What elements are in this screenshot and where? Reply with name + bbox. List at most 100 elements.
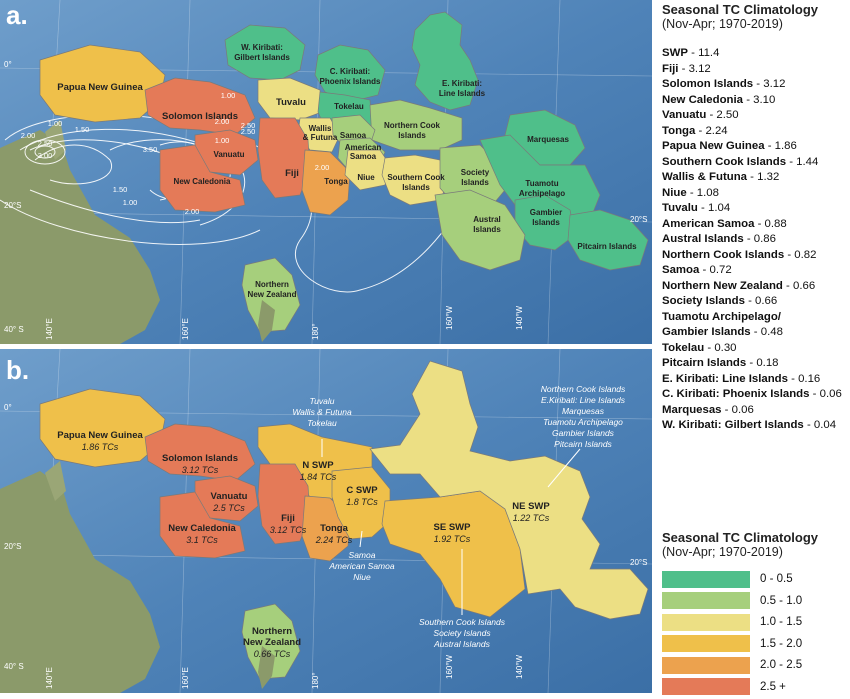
label-nnz-sub: New Zealand bbox=[248, 290, 297, 299]
grid-label-20s-west: 20°S bbox=[4, 201, 21, 210]
region-ckiribati[interactable] bbox=[314, 44, 386, 103]
legend-bin: 0 - 0.5 bbox=[662, 570, 850, 588]
legend-bin-label: 2.0 - 2.5 bbox=[760, 659, 803, 671]
climatology-item-name: Austral Islands bbox=[662, 233, 744, 245]
value-seswp: 1.92 TCs bbox=[434, 534, 471, 544]
climatology-item-name: Tuvalu bbox=[662, 202, 698, 214]
climatology-item: Papua New Guinea - 1.86 bbox=[662, 139, 850, 155]
label-solomon: Solomon Islands bbox=[162, 453, 238, 464]
climatology-item: American Samoa - 0.88 bbox=[662, 217, 850, 233]
climatology-subtitle: (Nov-Apr; 1970-2019) bbox=[662, 17, 783, 31]
value-nnz: 0.66 TCs bbox=[254, 649, 291, 659]
climatology-item-value: - 3.10 bbox=[743, 93, 776, 106]
label-marquesas: Marquesas bbox=[527, 135, 569, 144]
climatology-item-value: - 0.66 bbox=[744, 295, 778, 307]
region-solomon[interactable] bbox=[144, 77, 256, 136]
region-fiji[interactable] bbox=[257, 463, 311, 545]
grid-label-160w: 160°W bbox=[445, 654, 454, 679]
region-tonga[interactable] bbox=[301, 149, 351, 216]
climatology-item-value: - 0.88 bbox=[754, 217, 787, 230]
annotation-neswp: Pitcairn Islands bbox=[554, 439, 612, 449]
label-wkiribati-sub: Gilbert Islands bbox=[234, 53, 290, 62]
label-vanuatu: Vanuatu bbox=[213, 150, 244, 159]
region-tuvalu[interactable] bbox=[257, 77, 323, 121]
climatology-item: Society Islands - 0.66 bbox=[662, 294, 850, 310]
legend-title: Seasonal TC Climatology bbox=[662, 530, 819, 545]
grid-label-140w: 140°W bbox=[515, 654, 524, 679]
region-ekiribati[interactable] bbox=[411, 11, 479, 111]
annotation-cswp: Niue bbox=[353, 572, 371, 582]
region-neswp[interactable] bbox=[369, 360, 649, 620]
climatology-item-name: Samoa bbox=[662, 264, 700, 276]
climatology-item: Pitcairn Islands - 0.18 bbox=[662, 356, 850, 372]
value-cswp: 1.8 TCs bbox=[346, 497, 378, 507]
nz-land bbox=[258, 646, 275, 689]
climatology-item-name: Wallis & Futuna bbox=[662, 171, 748, 183]
region-solomon[interactable] bbox=[144, 423, 256, 482]
label-scook: Southern Cook bbox=[387, 173, 445, 182]
climatology-item-value: - 1.32 bbox=[747, 171, 780, 183]
region-ncook[interactable] bbox=[369, 99, 463, 151]
contour-label: 2.00 bbox=[185, 207, 200, 216]
climatology-item: SWP - 11.4 bbox=[662, 46, 850, 62]
region-austral[interactable] bbox=[434, 189, 526, 271]
climatology-item: Samoa - 0.72 bbox=[662, 263, 850, 279]
grid-label-20s-east: 20°S bbox=[630, 215, 647, 224]
climatology-item: C. Kiribati: Phoenix Islands - 0.06 bbox=[662, 387, 850, 403]
grid-label-40s: 40° S bbox=[4, 325, 24, 334]
regions-b bbox=[39, 360, 649, 680]
grid-label-40s: 40° S bbox=[4, 662, 24, 671]
region-pitcairn[interactable] bbox=[567, 209, 649, 271]
grid-label-160w: 160°W bbox=[445, 305, 454, 330]
climatology-item-value: - 0.30 bbox=[704, 341, 737, 354]
contour-label: 2.00 bbox=[21, 131, 36, 140]
climatology-item: Tuvalu - 1.04 bbox=[662, 201, 850, 217]
label-nnz: Northern bbox=[255, 280, 289, 289]
annotation-seswp: Southern Cook Islands bbox=[419, 617, 506, 627]
label-png: Papua New Guinea bbox=[57, 430, 143, 441]
annotation-nswp: Tuvalu bbox=[310, 396, 335, 406]
label-ncook: Northern Cook bbox=[384, 121, 441, 130]
label-tokelau: Tokelau bbox=[334, 102, 364, 111]
legend-bin-label: 0 - 0.5 bbox=[760, 573, 793, 585]
climatology-item: E. Kiribati: Line Islands - 0.16 bbox=[662, 372, 850, 388]
region-wkiribati[interactable] bbox=[224, 24, 306, 81]
region-nnz[interactable] bbox=[241, 603, 301, 680]
contour-label: 2.50 bbox=[241, 127, 256, 136]
climatology-item-value: - 0.86 bbox=[743, 233, 776, 245]
label-nswp: N SWP bbox=[302, 460, 334, 471]
climatology-item-name: Southern Cook Islands bbox=[662, 155, 787, 168]
climatology-item-name: W. Kiribati: Gilbert Islands bbox=[662, 419, 804, 431]
climatology-item: Fiji - 3.12 bbox=[662, 62, 850, 78]
label-ekiribati-sub: Line Islands bbox=[439, 89, 486, 98]
region-niue[interactable] bbox=[344, 149, 391, 191]
grid-label-20s-east: 20°S bbox=[630, 558, 647, 567]
climatology-item: Austral Islands - 0.86 bbox=[662, 232, 850, 248]
region-cswp[interactable] bbox=[331, 466, 391, 540]
climatology-item: Tuamotu Archipelago/ bbox=[662, 310, 850, 326]
label-tonga: Tonga bbox=[324, 177, 348, 186]
climatology-item-name: Fiji bbox=[662, 62, 679, 75]
region-newcal[interactable] bbox=[159, 491, 246, 559]
label-fiji: Fiji bbox=[285, 168, 299, 179]
climatology-item: Solomon Islands - 3.12 bbox=[662, 77, 850, 93]
region-nnz[interactable] bbox=[241, 257, 301, 333]
label-gambier: Gambier bbox=[530, 208, 562, 217]
region-newcal[interactable] bbox=[159, 144, 246, 213]
label-ckiribati-sub: Phoenix Islands bbox=[320, 77, 381, 86]
legend-bin-label: 1.0 - 1.5 bbox=[760, 616, 803, 628]
region-fiji[interactable] bbox=[257, 117, 311, 199]
australia-land bbox=[0, 471, 160, 693]
label-society: Society bbox=[461, 168, 490, 177]
climatology-item-name: SWP bbox=[662, 47, 688, 59]
climatology-item: Marquesas - 0.06 bbox=[662, 403, 850, 419]
label-pitcairn: Pitcairn Islands bbox=[577, 242, 637, 251]
climatology-panel: Seasonal TC Climatology (Nov-Apr; 1970-2… bbox=[662, 0, 850, 434]
grid-label-equator: 0° bbox=[4, 403, 12, 412]
contour-label: 2.50 bbox=[38, 139, 53, 148]
label-scook-sub: Islands bbox=[402, 183, 430, 192]
annotation-neswp: Northern Cook Islands bbox=[541, 384, 626, 394]
climatology-item-name: Northern New Zealand bbox=[662, 279, 783, 292]
value-newcal: 3.1 TCs bbox=[186, 535, 218, 545]
climatology-item-value: - 2.24 bbox=[695, 124, 728, 137]
